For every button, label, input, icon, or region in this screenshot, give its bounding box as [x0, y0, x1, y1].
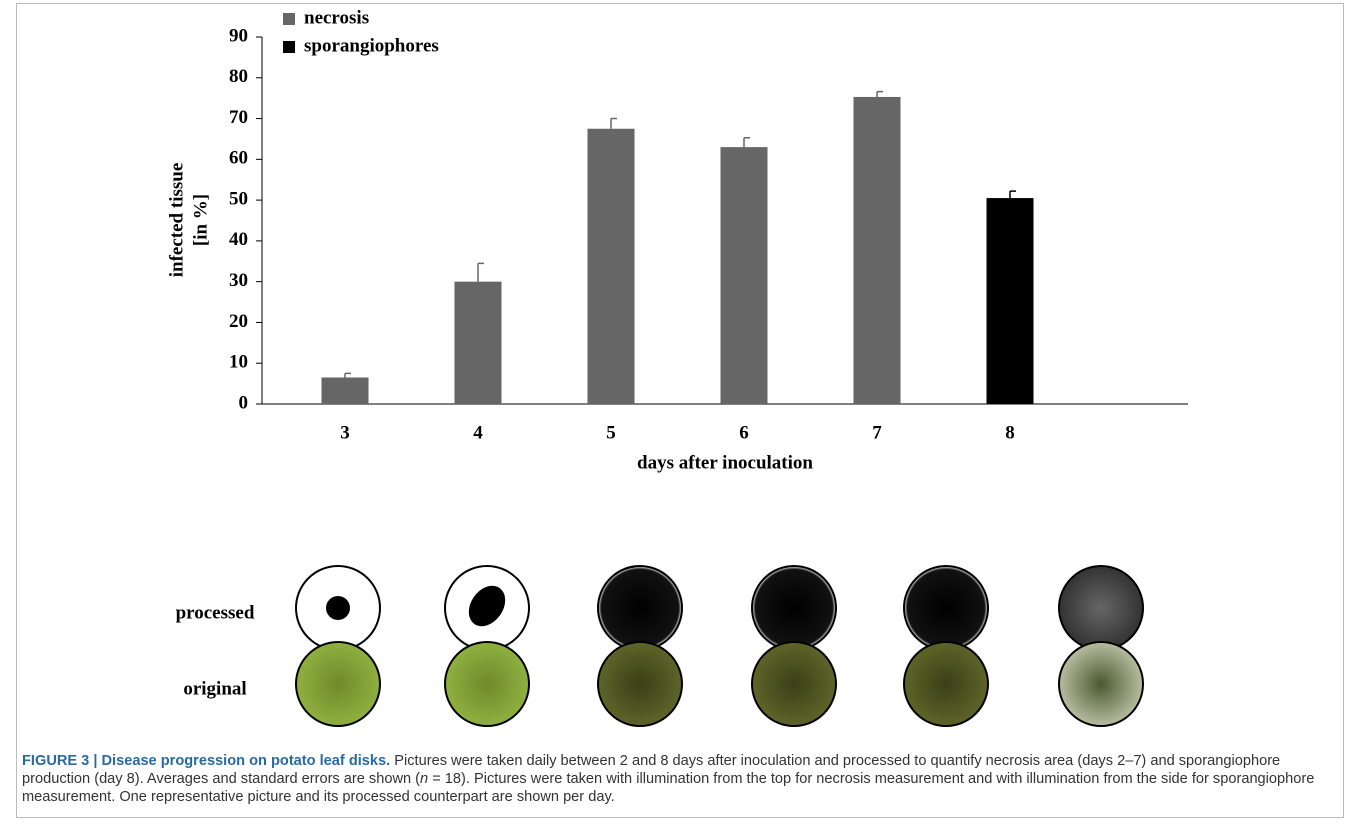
leaf-images	[295, 565, 1144, 727]
error-bar	[1009, 190, 1016, 199]
y-tick-label: 80	[229, 66, 248, 87]
row-label: processed	[176, 602, 255, 623]
y-tick-label: 10	[229, 352, 248, 373]
x-tick-label: 3	[340, 422, 350, 443]
x-tick-label: 4	[473, 422, 483, 443]
y-tick-label: 50	[229, 188, 248, 209]
x-tick-label: 8	[1005, 422, 1015, 443]
bar	[587, 128, 635, 404]
caption-title: FIGURE 3 | Disease progression on potato…	[22, 753, 391, 769]
error-bar	[610, 117, 617, 129]
original-image	[295, 641, 381, 727]
error-bar	[477, 262, 484, 282]
y-tick-label: 40	[229, 229, 248, 250]
original-image	[444, 641, 530, 727]
x-axis-title: days after inoculation	[637, 452, 813, 473]
y-axis-title: [in %]	[190, 194, 211, 246]
error-bar	[876, 90, 883, 97]
x-tick-label: 7	[872, 422, 882, 443]
y-tick-label: 60	[229, 148, 248, 169]
frame	[16, 3, 1344, 818]
processed-image	[597, 565, 683, 651]
legend-label: sporangiophores	[304, 35, 439, 56]
y-axis-title: infected tissue	[166, 163, 187, 278]
original-image	[1058, 641, 1144, 727]
caption-text: Pictures were taken daily between 2 and …	[22, 753, 1281, 787]
legend-swatch	[283, 41, 295, 53]
processed-image	[1058, 565, 1144, 651]
y-tick-label: 20	[229, 311, 248, 332]
y-tick-label: 30	[229, 270, 248, 291]
original-image	[903, 641, 989, 727]
y-tick-label: 0	[239, 392, 249, 413]
caption-text: = 18). Pictures were taken with illumina…	[22, 771, 1315, 805]
necrosis-spot	[468, 585, 506, 627]
caption-text: n	[420, 771, 429, 787]
necrosis-spot	[326, 596, 350, 620]
bar	[454, 281, 502, 404]
bar	[853, 96, 901, 405]
error-bar	[743, 136, 750, 148]
processed-image	[903, 565, 989, 651]
x-tick-label: 5	[606, 422, 616, 443]
bar	[720, 147, 768, 404]
original-image	[597, 641, 683, 727]
error-bar	[344, 372, 351, 378]
legend-label: necrosis	[304, 7, 369, 28]
caption: FIGURE 3 | Disease progression on potato…	[22, 752, 1340, 806]
row-label: original	[183, 678, 246, 699]
bar	[986, 198, 1034, 404]
y-tick-label: 70	[229, 107, 248, 128]
legend-swatch	[283, 13, 295, 25]
processed-image	[751, 565, 837, 651]
y-tick-label: 90	[229, 25, 248, 46]
x-tick-label: 6	[739, 422, 749, 443]
bar	[321, 377, 369, 404]
original-image	[751, 641, 837, 727]
